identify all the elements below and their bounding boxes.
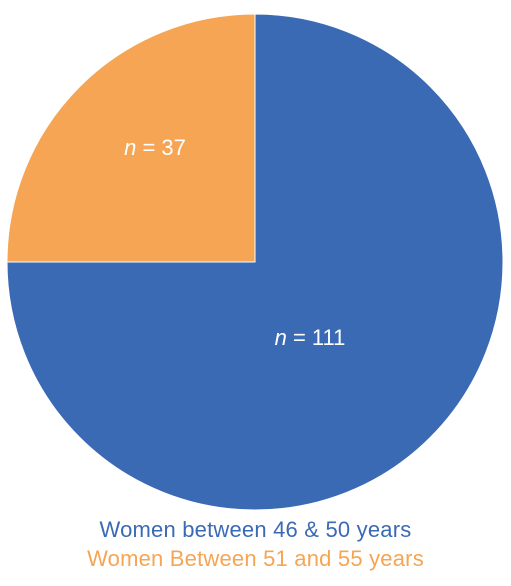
legend-item-51-55: Women Between 51 and 55 years xyxy=(0,544,511,574)
pie-svg: n = 111 n = 37 xyxy=(0,0,511,586)
legend-item-46-50: Women between 46 & 50 years xyxy=(0,515,511,545)
pie-chart: n = 111 n = 37 Women between 46 & 50 year… xyxy=(0,0,511,586)
slice-label-age_51_55: n = 37 xyxy=(124,135,186,160)
legend: Women between 46 & 50 years Women Betwee… xyxy=(0,515,511,574)
slice-label-age_46_50: n = 111 xyxy=(275,325,346,350)
